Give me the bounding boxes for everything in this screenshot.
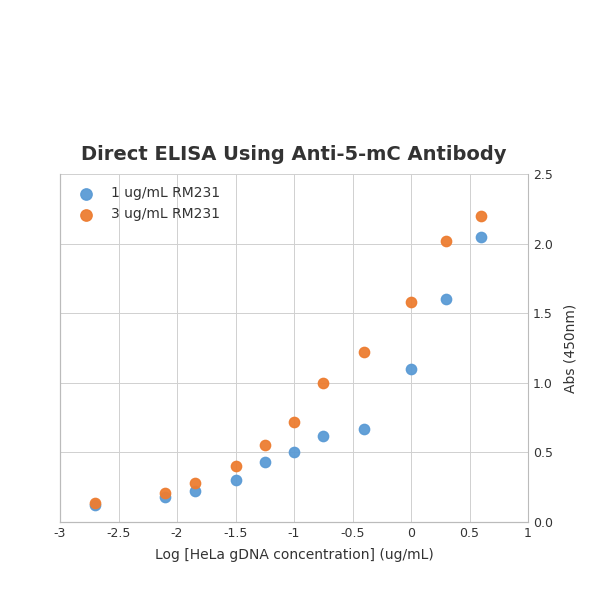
1 ug/mL RM231 <box>359 424 369 434</box>
3 ug/mL RM231 <box>406 297 416 307</box>
3 ug/mL RM231 <box>260 440 269 450</box>
3 ug/mL RM231 <box>359 347 369 357</box>
1 ug/mL RM231 <box>319 431 328 440</box>
X-axis label: Log [HeLa gDNA concentration] (ug/mL): Log [HeLa gDNA concentration] (ug/mL) <box>155 548 433 562</box>
1 ug/mL RM231 <box>260 457 269 467</box>
1 ug/mL RM231 <box>230 475 240 485</box>
Title: Direct ELISA Using Anti-5-mC Antibody: Direct ELISA Using Anti-5-mC Antibody <box>81 145 507 164</box>
1 ug/mL RM231 <box>90 500 100 510</box>
Y-axis label: Abs (450nm): Abs (450nm) <box>564 304 578 392</box>
1 ug/mL RM231 <box>476 232 486 241</box>
3 ug/mL RM231 <box>190 478 199 488</box>
1 ug/mL RM231 <box>289 448 299 457</box>
1 ug/mL RM231 <box>160 492 170 502</box>
3 ug/mL RM231 <box>90 498 100 508</box>
3 ug/mL RM231 <box>319 378 328 388</box>
1 ug/mL RM231 <box>190 487 199 496</box>
3 ug/mL RM231 <box>289 417 299 427</box>
Legend: 1 ug/mL RM231, 3 ug/mL RM231: 1 ug/mL RM231, 3 ug/mL RM231 <box>67 181 226 227</box>
1 ug/mL RM231 <box>406 364 416 374</box>
3 ug/mL RM231 <box>230 461 240 471</box>
3 ug/mL RM231 <box>476 211 486 221</box>
1 ug/mL RM231 <box>442 295 451 304</box>
3 ug/mL RM231 <box>442 236 451 245</box>
3 ug/mL RM231 <box>160 488 170 497</box>
